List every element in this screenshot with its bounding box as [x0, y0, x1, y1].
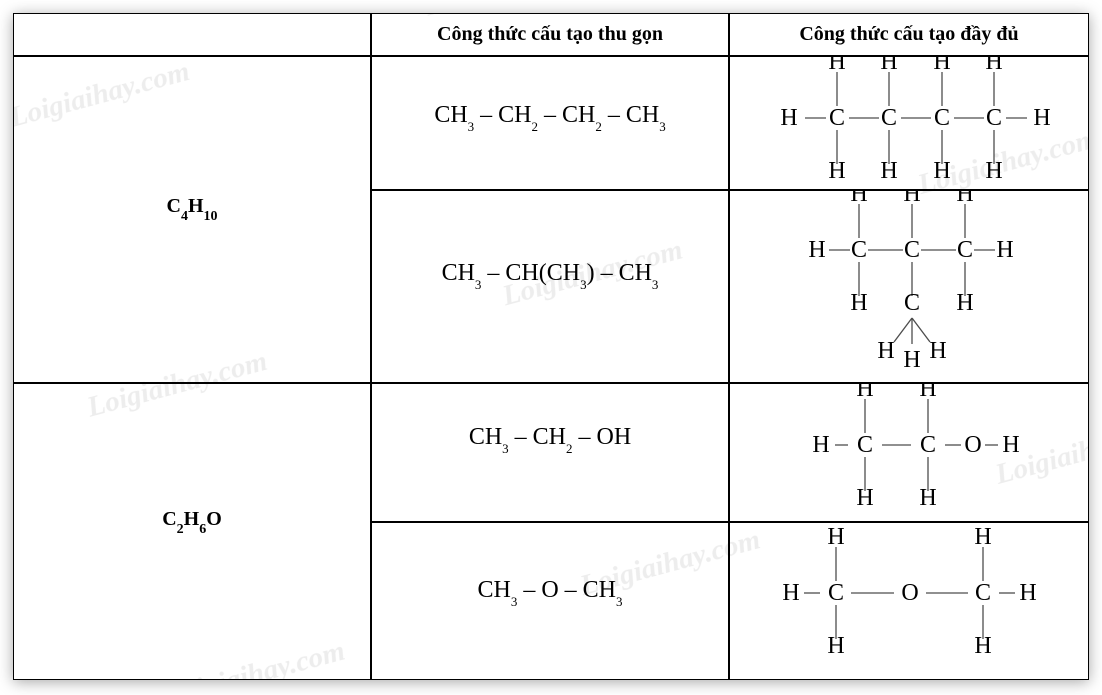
svg-text:H: H	[827, 633, 844, 659]
svg-text:C: C	[829, 105, 845, 131]
svg-text:H: H	[1002, 432, 1019, 458]
svg-text:O: O	[964, 432, 981, 458]
svg-text:H: H	[996, 237, 1013, 263]
svg-text:H: H	[780, 105, 797, 131]
svg-text:H: H	[808, 237, 825, 263]
svg-text:C: C	[934, 105, 950, 131]
svg-text:C: C	[920, 432, 936, 458]
svg-text:C: C	[904, 290, 920, 316]
svg-text:H: H	[974, 524, 991, 550]
svg-text:C: C	[851, 237, 867, 263]
svg-text:C: C	[904, 237, 920, 263]
svg-text:H: H	[850, 190, 867, 207]
svg-text:H: H	[812, 432, 829, 458]
svg-text:H: H	[880, 56, 897, 75]
svg-text:H: H	[919, 383, 936, 402]
svg-text:C: C	[828, 580, 844, 606]
svg-text:H: H	[929, 338, 946, 364]
svg-text:H: H	[985, 56, 1002, 75]
svg-text:H: H	[933, 158, 950, 184]
svg-text:H: H	[828, 158, 845, 184]
svg-text:H: H	[919, 485, 936, 511]
svg-text:H: H	[903, 347, 920, 373]
svg-text:C: C	[986, 105, 1002, 131]
svg-text:H: H	[877, 338, 894, 364]
svg-text:H: H	[827, 524, 844, 550]
svg-text:C: C	[881, 105, 897, 131]
svg-text:H: H	[956, 190, 973, 207]
svg-text:H: H	[1033, 105, 1050, 131]
svg-text:H: H	[856, 383, 873, 402]
svg-text:C: C	[857, 432, 873, 458]
svg-text:H: H	[850, 290, 867, 316]
svg-text:H: H	[903, 190, 920, 207]
svg-text:H: H	[956, 290, 973, 316]
svg-text:H: H	[1019, 580, 1036, 606]
svg-text:H: H	[974, 633, 991, 659]
svg-text:H: H	[828, 56, 845, 75]
svg-text:H: H	[880, 158, 897, 184]
svg-text:C: C	[975, 580, 991, 606]
svg-text:H: H	[856, 485, 873, 511]
svg-text:H: H	[985, 158, 1002, 184]
svg-text:C: C	[957, 237, 973, 263]
svg-text:H: H	[933, 56, 950, 75]
svg-text:H: H	[782, 580, 799, 606]
svg-text:O: O	[901, 580, 918, 606]
